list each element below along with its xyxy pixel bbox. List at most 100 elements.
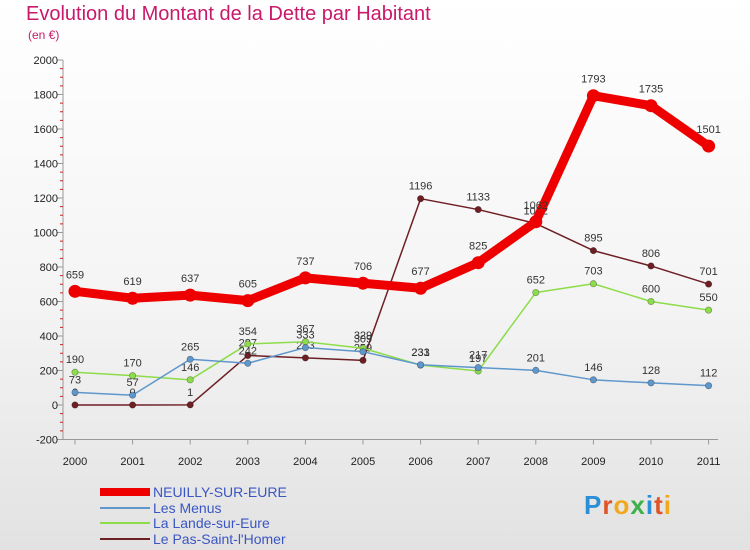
- data-point: [244, 340, 252, 348]
- proxiti-logo: Proxiti: [584, 490, 672, 520]
- y-tick-label: 2000: [34, 55, 58, 67]
- data-label: 197: [469, 353, 487, 365]
- data-label: 112: [700, 368, 718, 380]
- data-label: 703: [584, 266, 602, 278]
- y-tick-label: 800: [40, 262, 58, 274]
- data-point: [183, 288, 197, 302]
- data-point: [129, 372, 137, 380]
- data-label: 677: [411, 266, 429, 278]
- data-label: 146: [181, 362, 199, 374]
- data-label: 701: [699, 266, 717, 278]
- data-point: [702, 139, 716, 153]
- data-label: 128: [642, 365, 660, 377]
- data-label: 170: [123, 358, 141, 370]
- data-point: [417, 195, 425, 203]
- data-point: [129, 391, 137, 399]
- legend-label-le-pas: Le Pas-Saint-l'Homer: [153, 530, 286, 547]
- y-tick-label: 1200: [34, 193, 58, 205]
- data-label: 1196: [409, 181, 433, 193]
- data-label: 309: [354, 334, 372, 346]
- x-tick-label: 2010: [639, 456, 663, 468]
- data-point: [647, 297, 655, 306]
- legend-swatch-les-menus: [100, 506, 150, 509]
- data-point: [359, 356, 367, 364]
- data-label: 1062: [524, 200, 548, 212]
- data-point: [126, 291, 140, 305]
- x-tick-label: 2011: [697, 456, 721, 468]
- data-point: [414, 281, 428, 295]
- legend-swatch-le-pas: [100, 537, 150, 540]
- legend-label-la-lande: La Lande-sur-Eure: [153, 515, 270, 531]
- data-label: 600: [642, 284, 660, 296]
- legend-label-neuilly: NEUILLY-SUR-EURE: [153, 484, 287, 500]
- data-point: [71, 388, 79, 396]
- data-point: [241, 294, 255, 308]
- data-label: 1133: [466, 192, 490, 204]
- data-label: 652: [527, 275, 545, 287]
- series-line-neuilly-sur-eure: [70, 91, 714, 306]
- data-point: [68, 284, 82, 298]
- x-tick-label: 2002: [178, 456, 202, 468]
- data-label: 354: [239, 326, 257, 338]
- y-tick-label: 0: [52, 400, 58, 412]
- data-label: 895: [584, 233, 602, 245]
- series-line-le-pas-saint-l-homer: [74, 197, 710, 406]
- y-tick-label: 200: [40, 366, 58, 378]
- x-tick-label: 2003: [236, 456, 260, 468]
- chart-unit-label: (en €): [28, 28, 60, 42]
- data-label: 659: [66, 269, 84, 281]
- series-les-menus: 73 57 265 242 333 309 233 217 201 146 128 112: [69, 330, 717, 399]
- y-tick-label: 400: [40, 331, 58, 343]
- data-label: 706: [354, 261, 372, 273]
- legend-label-les-menus: Les Menus: [153, 499, 222, 516]
- data-point: [647, 379, 655, 387]
- data-point: [301, 344, 309, 352]
- data-label: 619: [123, 276, 141, 288]
- y-tick-label: 1800: [34, 90, 58, 102]
- data-point: [589, 247, 597, 255]
- data-label: 265: [181, 341, 199, 353]
- data-label: 737: [296, 256, 314, 268]
- legend-swatch-neuilly: [100, 488, 150, 496]
- data-point: [532, 366, 540, 374]
- legend-swatch-la-lande: [100, 522, 150, 524]
- data-point: [71, 401, 79, 409]
- series-le-pas-saint-l-homer: 001287273259119611331052895806701: [71, 181, 718, 409]
- data-label: 146: [584, 362, 602, 374]
- data-label: 1793: [581, 74, 605, 86]
- data-label: 1: [187, 387, 193, 399]
- data-point: [529, 215, 543, 229]
- data-point: [705, 306, 713, 314]
- y-tick-label: -200: [36, 435, 58, 447]
- data-point: [532, 288, 540, 297]
- data-point: [705, 382, 713, 390]
- data-point: [186, 355, 194, 363]
- data-point: [244, 351, 252, 360]
- y-tick-label: 1400: [34, 159, 58, 171]
- y-tick-label: 600: [40, 297, 58, 309]
- x-tick-label: 2004: [293, 456, 317, 468]
- data-point: [186, 376, 194, 384]
- data-label: 329: [354, 330, 372, 342]
- data-point: [359, 348, 367, 356]
- chart-title: Evolution du Montant de la Dette par Hab…: [26, 3, 431, 25]
- data-label: 825: [469, 241, 487, 253]
- data-label: 637: [181, 273, 199, 285]
- data-label: 231: [411, 347, 429, 359]
- x-tick-label: 2009: [581, 456, 605, 468]
- x-tick-label: 2008: [524, 456, 548, 468]
- data-label: 233: [411, 347, 429, 359]
- data-label: 1501: [696, 124, 720, 136]
- data-point: [244, 359, 252, 367]
- series-la-lande-sur-eure: 190 170 146 354 367 329 231 197 652 703 600 550: [66, 266, 718, 384]
- series-line-la-lande-sur-eure: [74, 282, 710, 381]
- data-label: 201: [527, 352, 545, 364]
- data-point: [705, 280, 713, 288]
- series-line-les-menus: [74, 346, 710, 396]
- data-label: 806: [642, 248, 660, 260]
- data-point: [474, 364, 482, 372]
- data-point: [586, 89, 600, 103]
- data-label: 550: [699, 292, 717, 304]
- y-tick-label: 1600: [34, 124, 58, 136]
